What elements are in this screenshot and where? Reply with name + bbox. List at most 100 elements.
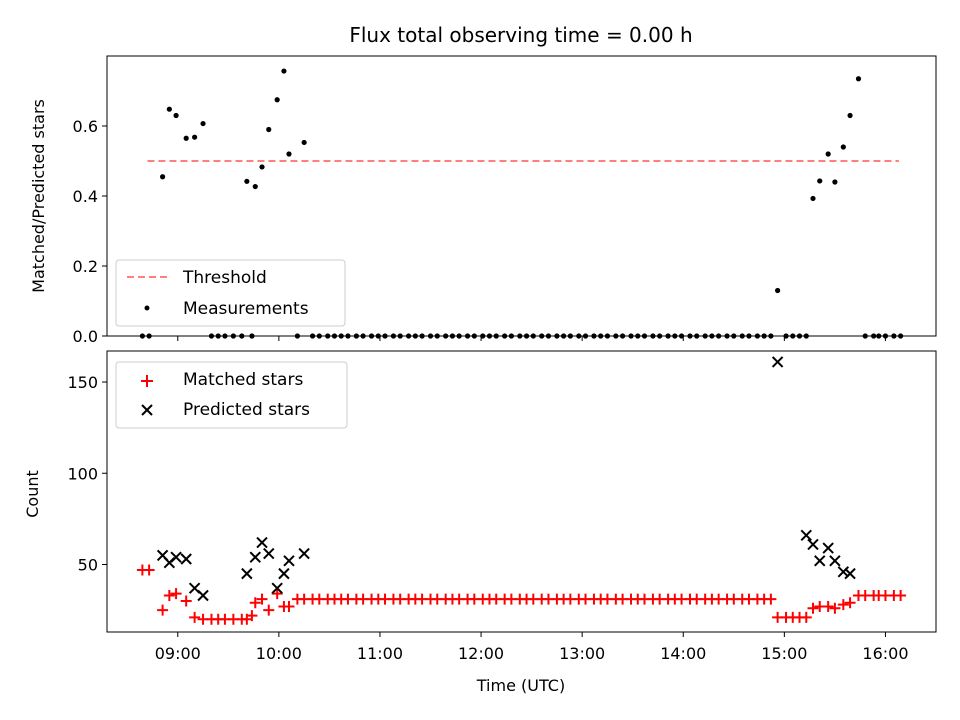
matched-star-marker — [170, 588, 182, 600]
matched-star-marker — [246, 610, 258, 622]
figure-title: Flux total observing time = 0.00 h — [349, 23, 692, 47]
matched-star-marker — [157, 604, 169, 616]
measurement-point — [259, 164, 265, 170]
bottom-axes-frame — [106, 350, 937, 633]
bottom-x-tick-label: 09:00 — [155, 644, 201, 663]
predicted-star-marker — [837, 566, 850, 578]
predicted-star-marker — [298, 547, 310, 560]
bottom-legend-box — [115, 361, 348, 429]
top-y-tick-label: 0.4 — [73, 187, 98, 206]
matched-star-marker — [256, 593, 268, 605]
predicted-star-marker — [283, 555, 295, 567]
matched-star-marker — [822, 600, 834, 612]
bottom-x-axis: 09:00 10:00 11:00 12:00 13:00 14:00 15:00 16:00 — [155, 632, 909, 663]
bottom-x-tick-label: 14:00 — [660, 644, 706, 663]
predicted-star-marker — [170, 551, 182, 563]
predicted-star-marker — [814, 555, 826, 567]
matched-star-marker — [807, 602, 819, 614]
measurement-point — [252, 183, 258, 190]
measurement-point — [775, 287, 781, 294]
matched-star-marker — [895, 590, 907, 602]
predicted-star-marker — [278, 567, 290, 580]
measurement-point — [817, 178, 823, 184]
predicted-star-marker — [271, 582, 283, 594]
matched-star-marker — [283, 600, 295, 612]
measurement-point — [855, 76, 862, 82]
bottom-y-tick-label: 100 — [67, 464, 98, 483]
top-panel: 0.0 0.2 0.4 0.6 Matched/Predicted stars Thr… — [29, 55, 937, 346]
measurement-point — [810, 195, 816, 202]
predicted-star-marker — [822, 542, 834, 554]
top-legend: Threshold Measurements — [115, 259, 346, 327]
top-legend-box — [115, 259, 346, 327]
measurement-point — [173, 112, 179, 119]
predicted-star-marker — [180, 553, 192, 565]
bottom-x-axis-label: Time (UTC) — [476, 676, 565, 695]
bottom-x-tick-label: 10:00 — [256, 644, 302, 663]
legend-predicted-label: Predicted stars — [183, 400, 310, 420]
measurement-point — [266, 126, 272, 133]
legend-measurements-swatch — [144, 305, 150, 311]
matched-star-marker — [189, 611, 201, 623]
top-y-axis-label: Matched/Predicted stars — [29, 99, 48, 293]
legend-matched-label: Matched stars — [183, 370, 303, 390]
matched-star-marker — [143, 564, 155, 576]
matched-star-marker — [837, 599, 849, 611]
bottom-y-axis-label: Count — [23, 470, 42, 518]
predicted-star-marker — [800, 529, 812, 541]
top-y-tick-label: 0.2 — [73, 257, 98, 276]
legend-predicted-swatch — [141, 404, 153, 416]
predicted-star-marker — [807, 538, 819, 551]
bottom-plot-marks — [136, 356, 907, 625]
matched-star-marker — [180, 595, 192, 607]
bottom-x-tick-label: 11:00 — [357, 644, 403, 663]
matched-star-marker — [800, 611, 812, 623]
bottom-x-tick-label: 12:00 — [458, 644, 504, 663]
measurement-point — [192, 134, 198, 140]
predicted-star-marker — [844, 567, 856, 580]
matched-star-marker — [844, 597, 856, 609]
measurement-point — [847, 112, 853, 119]
top-x-axis — [177, 336, 886, 341]
measurement-point — [166, 106, 172, 112]
top-y-tick-label: 0.0 — [73, 327, 98, 346]
bottom-y-tick-label: 150 — [67, 373, 98, 392]
measurement-point — [301, 139, 307, 146]
measurement-point — [286, 151, 292, 157]
measurement-point — [183, 135, 189, 141]
predicted-star-marker — [256, 536, 268, 549]
predicted-star-marker — [771, 356, 784, 368]
bottom-y-tick-label: 50 — [78, 555, 98, 574]
predicted-star-marker — [249, 551, 261, 563]
measurement-point — [825, 151, 831, 157]
bottom-panel: 50 100 150 09:00 10:00 11:00 12:00 13:00 14:00 1… — [23, 350, 937, 695]
top-y-tick-label: 0.6 — [73, 117, 98, 136]
bottom-y-axis: 50 100 150 — [67, 373, 107, 574]
predicted-star-marker — [241, 567, 253, 580]
matched-star-marker — [765, 593, 777, 605]
predicted-star-marker — [197, 589, 209, 602]
legend-matched-swatch — [141, 375, 153, 387]
legend-measurements-label: Measurements — [183, 299, 309, 319]
matched-star-marker — [163, 590, 175, 602]
measurement-point — [160, 174, 166, 180]
matched-star-marker — [271, 588, 283, 600]
measurement-point — [200, 120, 206, 127]
bottom-x-tick-label: 16:00 — [862, 644, 908, 663]
matched-star-marker — [263, 604, 275, 616]
bottom-x-tick-label: 15:00 — [761, 644, 807, 663]
predicted-star-marker — [829, 555, 841, 567]
matched-star-marker — [829, 602, 841, 614]
measurement-point — [244, 178, 250, 184]
measurement-point — [832, 179, 838, 185]
predicted-star-marker — [263, 547, 275, 560]
measurement-point — [840, 144, 846, 150]
bottom-x-tick-label: 13:00 — [559, 644, 605, 663]
top-y-axis: 0.0 0.2 0.4 0.6 — [73, 117, 107, 346]
measurement-point — [274, 97, 280, 103]
measurement-point — [281, 68, 287, 74]
bottom-legend: Matched stars Predicted stars — [115, 361, 348, 429]
matched-star-marker — [249, 597, 261, 609]
